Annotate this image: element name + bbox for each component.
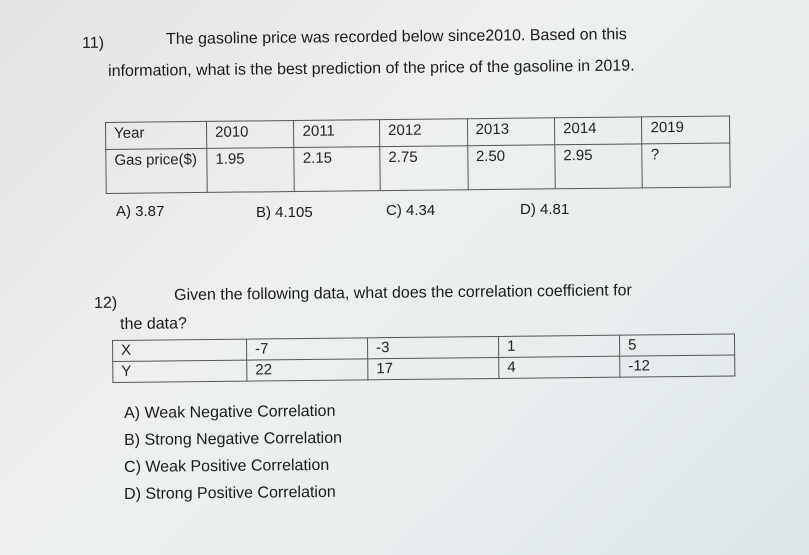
q11-text-line1: The gasoline price was recorded below si… <box>166 26 627 48</box>
table-cell: Year <box>105 121 207 150</box>
table-cell: 17 <box>367 357 499 380</box>
q12-choice-a: A) Weak Negative Correlation <box>124 402 336 422</box>
table-cell: 2.75 <box>379 145 468 191</box>
table-cell: 4 <box>498 356 620 379</box>
q12-choice-d: D) Strong Positive Correlation <box>124 483 336 503</box>
table-cell: -3 <box>367 336 499 359</box>
q11-choice-c: C) 4.34 <box>386 202 436 219</box>
q11-choice-a: A) 3.87 <box>116 203 165 220</box>
table-cell: 2010 <box>206 120 295 149</box>
table-cell: Y <box>112 360 247 383</box>
q12-text-line2: the data? <box>120 315 187 333</box>
table-cell: 2019 <box>641 115 730 144</box>
q11-number: 11) <box>82 34 105 52</box>
q12-choice-c: C) Weak Positive Correlation <box>124 456 330 476</box>
q11-choice-b: B) 4.105 <box>256 204 313 221</box>
table-cell: 2.15 <box>294 146 381 192</box>
table-cell: 2.50 <box>467 144 556 190</box>
gas-price-table: Year 2010 2011 2012 2013 2014 2019 Gas p… <box>105 115 731 194</box>
table-cell: -7 <box>246 337 368 361</box>
q11-choice-d: D) 4.81 <box>520 201 570 218</box>
q12-text-line1: Given the following data, what does the … <box>174 282 632 304</box>
table-cell: 22 <box>246 358 368 382</box>
table-cell: 1 <box>498 335 620 358</box>
table-row: Gas price($) 1.95 2.15 2.75 2.50 2.95 ? <box>105 142 731 194</box>
table-cell: Gas price($) <box>105 148 208 194</box>
table-cell: 2012 <box>379 118 468 147</box>
table-cell: 2014 <box>554 116 643 145</box>
xy-data-table: X -7 -3 1 5 Y 22 17 4 -12 <box>112 333 735 383</box>
table-cell: 5 <box>619 333 735 357</box>
table-cell: ? <box>642 142 731 188</box>
table-cell: -12 <box>619 354 735 378</box>
q12-choice-b: B) Strong Negative Correlation <box>124 429 343 449</box>
q12-number: 12) <box>94 294 118 312</box>
table-cell: 1.95 <box>206 147 295 193</box>
table-cell: X <box>112 339 247 362</box>
table-cell: 2011 <box>293 119 380 148</box>
table-cell: 2.95 <box>554 143 643 189</box>
q11-text-line2: information, what is the best prediction… <box>108 57 635 80</box>
table-cell: 2013 <box>467 117 555 146</box>
